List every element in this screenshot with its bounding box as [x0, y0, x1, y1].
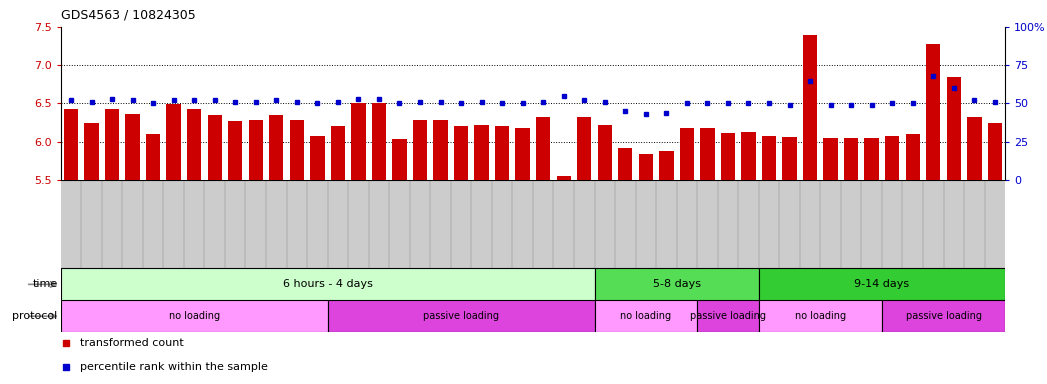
Bar	[639, 154, 653, 180]
Bar	[146, 134, 160, 180]
Text: percentile rank within the sample: percentile rank within the sample	[80, 362, 268, 372]
Bar	[967, 117, 981, 180]
Bar	[741, 132, 756, 180]
Bar	[885, 136, 899, 180]
Bar	[61, 300, 328, 332]
Bar	[515, 128, 530, 180]
Bar	[906, 134, 920, 180]
Text: transformed count: transformed count	[80, 338, 183, 348]
Bar	[328, 300, 595, 332]
Text: no loading: no loading	[795, 311, 846, 321]
Bar	[759, 300, 882, 332]
Bar	[680, 128, 694, 180]
Bar	[700, 128, 715, 180]
Bar	[351, 104, 365, 180]
Text: GDS4563 / 10824305: GDS4563 / 10824305	[61, 8, 196, 21]
Bar	[823, 138, 838, 180]
Bar	[61, 268, 595, 300]
Bar	[697, 300, 759, 332]
Bar	[987, 122, 1002, 180]
Bar	[474, 125, 489, 180]
Bar	[660, 151, 673, 180]
Text: passive loading: passive loading	[423, 311, 499, 321]
Bar	[595, 300, 697, 332]
Text: no loading: no loading	[169, 311, 220, 321]
Bar	[331, 126, 346, 180]
Bar	[803, 35, 818, 180]
Bar	[248, 120, 263, 180]
Bar	[536, 117, 551, 180]
Text: protocol: protocol	[13, 311, 58, 321]
Bar	[166, 104, 181, 180]
Bar	[269, 115, 284, 180]
Bar	[844, 138, 859, 180]
Bar	[618, 148, 632, 180]
Bar	[882, 300, 1005, 332]
Text: 9-14 days: 9-14 days	[854, 279, 910, 290]
Bar	[207, 115, 222, 180]
Bar	[126, 114, 139, 180]
Bar	[454, 126, 468, 180]
Text: no loading: no loading	[620, 311, 671, 321]
Bar	[495, 126, 509, 180]
Bar	[782, 137, 797, 180]
Bar	[865, 138, 878, 180]
Bar	[290, 120, 304, 180]
Bar	[577, 117, 592, 180]
Bar	[393, 139, 406, 180]
Bar	[927, 44, 940, 180]
Bar	[595, 268, 759, 300]
Bar	[228, 121, 243, 180]
Text: passive loading: passive loading	[690, 311, 766, 321]
Bar	[762, 136, 776, 180]
Bar	[413, 120, 427, 180]
Text: 5-8 days: 5-8 days	[652, 279, 700, 290]
Bar	[598, 125, 611, 180]
Text: passive loading: passive loading	[906, 311, 981, 321]
Bar	[433, 120, 448, 180]
Text: 6 hours - 4 days: 6 hours - 4 days	[283, 279, 373, 290]
Bar	[64, 109, 79, 180]
Bar	[310, 136, 325, 180]
Bar	[105, 109, 119, 180]
Bar	[720, 132, 735, 180]
Bar	[85, 122, 98, 180]
Bar	[372, 104, 386, 180]
Bar	[946, 77, 961, 180]
Bar	[557, 176, 571, 180]
Bar	[759, 268, 1005, 300]
Text: time: time	[32, 279, 58, 290]
Bar	[187, 109, 201, 180]
